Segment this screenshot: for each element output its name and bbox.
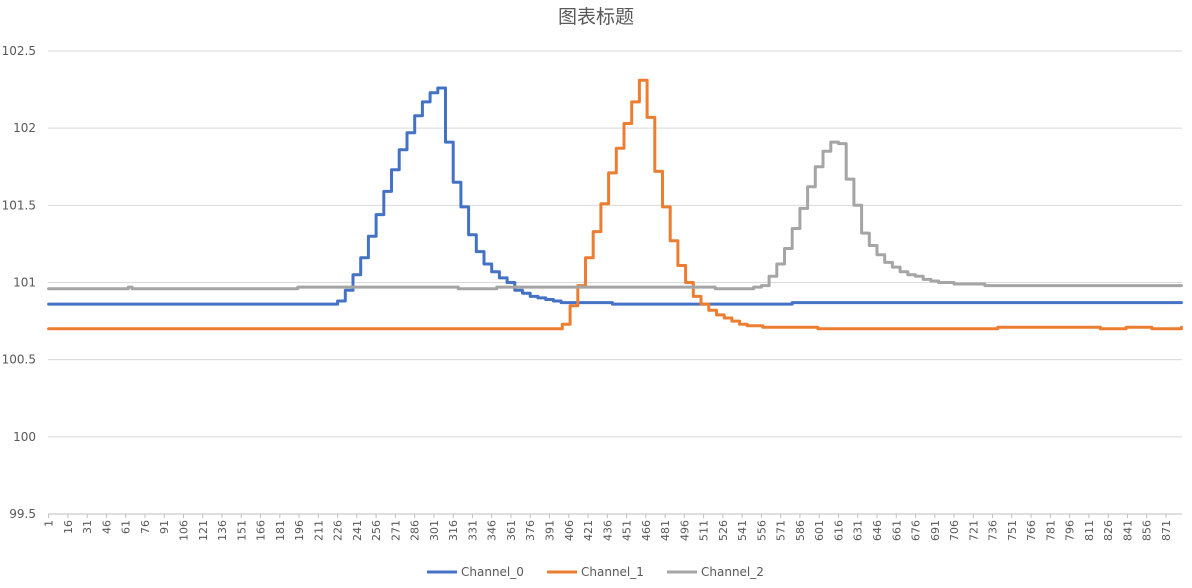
series-lines xyxy=(47,78,1183,331)
x-tick-label: 676 xyxy=(910,520,923,541)
x-tick-label: 526 xyxy=(717,520,730,541)
x-tick-label: 106 xyxy=(177,520,190,541)
x-tick-label: 616 xyxy=(832,520,845,541)
x-tick-label: 496 xyxy=(678,520,691,541)
x-tick-label: 241 xyxy=(351,520,364,541)
x-tick-label: 1 xyxy=(43,520,56,527)
x-tick-label: 586 xyxy=(794,520,807,541)
x-tick-label: 376 xyxy=(524,520,537,541)
x-tick-label: 421 xyxy=(582,520,595,541)
x-tick-label: 256 xyxy=(370,520,383,541)
x-tick-label: 331 xyxy=(466,520,479,541)
y-tick-label: 100 xyxy=(13,430,36,444)
x-tick-label: 226 xyxy=(332,520,345,541)
x-axis-tick-labels: 1 16 31 46 61 76 91 106 121 136 151 166 181 196 211 226… xyxy=(43,514,1173,541)
y-tick-label: 102 xyxy=(13,121,36,135)
x-tick-label: 736 xyxy=(987,520,1000,541)
legend-label: Channel_1 xyxy=(581,565,644,579)
x-tick-label: 691 xyxy=(929,520,942,541)
x-tick-label: 211 xyxy=(312,520,325,541)
x-tick-label: 391 xyxy=(544,520,557,541)
legend-label: Channel_2 xyxy=(701,565,764,579)
x-tick-label: 76 xyxy=(139,520,152,534)
x-tick-label: 466 xyxy=(640,520,653,541)
x-tick-label: 826 xyxy=(1102,520,1115,541)
x-tick-label: 571 xyxy=(775,520,788,541)
x-tick-label: 751 xyxy=(1006,520,1019,541)
x-tick-label: 286 xyxy=(409,520,422,541)
x-tick-label: 766 xyxy=(1025,520,1038,541)
x-tick-label: 361 xyxy=(505,520,518,541)
x-tick-label: 601 xyxy=(813,520,826,541)
x-tick-label: 556 xyxy=(755,520,768,541)
y-tick-label: 101 xyxy=(13,276,36,290)
y-tick-label: 102.5 xyxy=(2,44,36,58)
x-tick-label: 436 xyxy=(601,520,614,541)
legend-item: Channel_0 xyxy=(427,565,524,579)
x-tick-label: 781 xyxy=(1044,520,1057,541)
legend-label: Channel_0 xyxy=(461,565,524,579)
x-tick-label: 811 xyxy=(1083,520,1096,541)
x-tick-label: 151 xyxy=(235,520,248,541)
x-tick-label: 871 xyxy=(1160,520,1173,541)
x-tick-label: 16 xyxy=(62,520,75,534)
x-tick-label: 196 xyxy=(293,520,306,541)
y-tick-label: 100.5 xyxy=(2,353,36,367)
x-tick-label: 631 xyxy=(852,520,865,541)
legend-item: Channel_1 xyxy=(547,565,644,579)
legend-item: Channel_2 xyxy=(667,565,764,579)
x-tick-label: 181 xyxy=(274,520,287,541)
x-tick-label: 346 xyxy=(486,520,499,541)
x-tick-label: 31 xyxy=(81,520,94,534)
x-tick-label: 841 xyxy=(1121,520,1134,541)
y-axis-tick-labels: 99.5 100 100.5 101 101.5 102 102.5 xyxy=(2,44,36,521)
x-tick-label: 121 xyxy=(197,520,210,541)
x-tick-label: 511 xyxy=(698,520,711,541)
series-line-channel-2 xyxy=(47,140,1183,291)
legend: Channel_0 Channel_1 Channel_2 xyxy=(427,565,764,579)
y-tick-label: 101.5 xyxy=(2,198,36,212)
series-line-channel-1 xyxy=(47,78,1183,331)
gridlines xyxy=(48,50,1182,515)
x-tick-label: 316 xyxy=(447,520,460,541)
x-tick-label: 646 xyxy=(871,520,884,541)
x-tick-label: 406 xyxy=(563,520,576,541)
series-line-channel-0 xyxy=(47,86,1183,306)
y-tick-label: 99.5 xyxy=(9,507,36,521)
x-tick-label: 46 xyxy=(100,520,113,534)
chart-title: 图表标题 xyxy=(558,6,634,28)
x-tick-label: 856 xyxy=(1141,520,1154,541)
x-tick-label: 136 xyxy=(216,520,229,541)
x-tick-label: 166 xyxy=(255,520,268,541)
x-tick-label: 301 xyxy=(428,520,441,541)
x-tick-label: 721 xyxy=(967,520,980,541)
x-tick-label: 541 xyxy=(736,520,749,541)
x-tick-label: 706 xyxy=(948,520,961,541)
x-tick-label: 91 xyxy=(158,520,171,534)
x-tick-label: 661 xyxy=(890,520,903,541)
x-tick-label: 796 xyxy=(1064,520,1077,541)
x-tick-label: 451 xyxy=(621,520,634,541)
x-tick-label: 271 xyxy=(389,520,402,541)
x-tick-label: 61 xyxy=(120,520,133,534)
x-tick-label: 481 xyxy=(659,520,672,541)
